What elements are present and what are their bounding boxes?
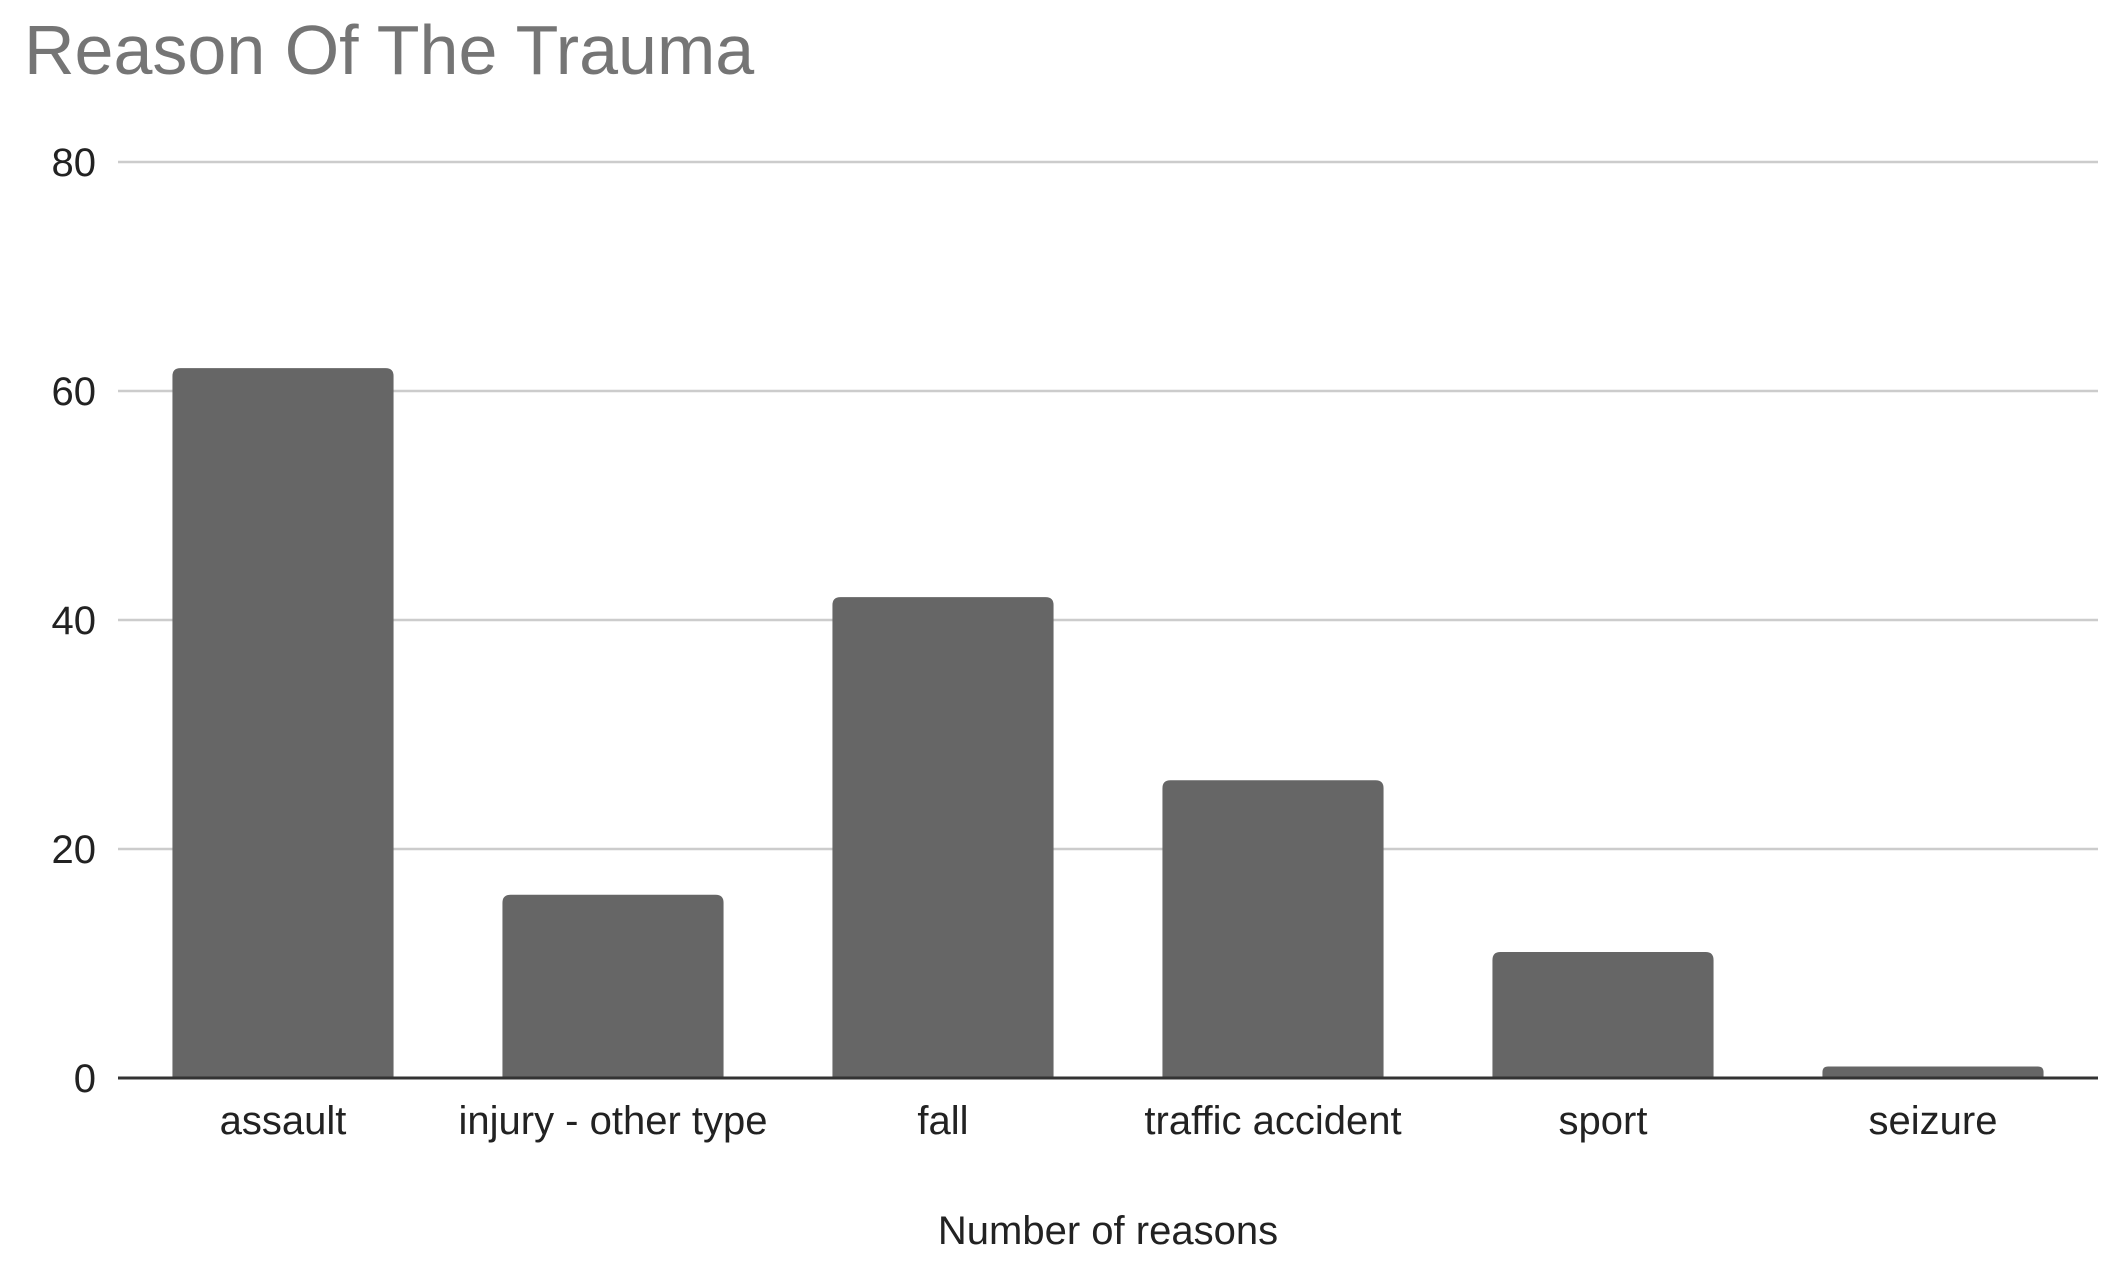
y-tick-label-40: 40 (52, 599, 97, 643)
chart-title: Reason Of The Trauma (24, 11, 755, 89)
bar-injury-other-type (502, 894, 724, 1078)
bar-assault (172, 368, 394, 1079)
x-tick-label: fall (917, 1099, 968, 1143)
y-tick-label-0: 0 (74, 1057, 96, 1101)
bar-sport (1492, 952, 1714, 1078)
gridlines (118, 160, 2098, 851)
x-tick-label: sport (1559, 1099, 1648, 1143)
bar-seizure (1822, 1066, 2044, 1078)
x-tick-label: assault (220, 1099, 347, 1143)
x-tick-label: injury - other type (458, 1099, 767, 1143)
y-tick-label-60: 60 (52, 370, 97, 414)
bars (172, 368, 2044, 1079)
x-tick-label: traffic accident (1144, 1099, 1401, 1143)
tick-labels: 0 20 40 60 80 assault injury - other type fall t… (52, 141, 1998, 1143)
y-tick-label-20: 20 (52, 828, 97, 872)
bar-fall (832, 597, 1054, 1078)
y-tick-label-80: 80 (52, 141, 97, 185)
x-tick-label: seizure (1869, 1099, 1998, 1143)
x-axis-title: Number of reasons (938, 1209, 1278, 1253)
bar-traffic-accident (1162, 780, 1384, 1078)
